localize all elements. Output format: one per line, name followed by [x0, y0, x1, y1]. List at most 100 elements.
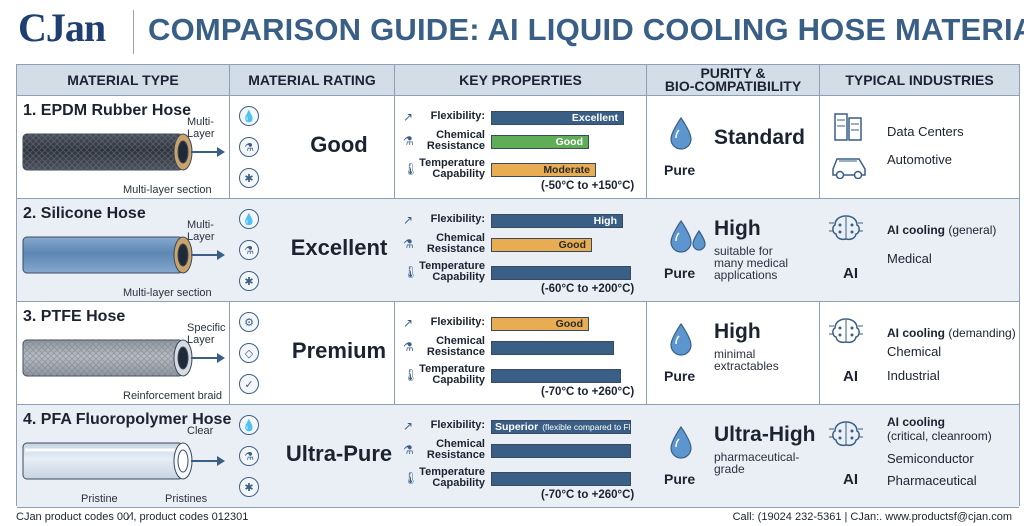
flex-bar-label: Good [555, 318, 583, 330]
industry-item-bold: AI cooling [887, 223, 945, 237]
material-name: 3. PTFE Hose [23, 308, 126, 325]
shield-icon: ✓ [239, 374, 259, 394]
hose-caption: Multi-layer section [123, 287, 212, 299]
temperature-label-line1: Temperature [419, 466, 485, 478]
chemical-icon: ⚗ [403, 134, 414, 148]
temperature-capability-label: Temperature Capability [395, 261, 485, 283]
chemical-resistance-label: Chemical Resistance [395, 336, 485, 358]
flask-icon: ⚗ [239, 240, 259, 260]
flex-bar-label: Superior [495, 421, 539, 433]
pure-label: Pure [664, 265, 696, 281]
temperature-label-line1: Temperature [419, 157, 485, 169]
industry-item-qualifier: (demanding) [948, 326, 1016, 340]
chemical-icon: ⚗ [403, 237, 414, 251]
chemical-icon: ⚗ [403, 443, 414, 457]
industry-item-qualifier: (critical, cleanroom) [887, 429, 992, 443]
industry-item: Semiconductor [887, 451, 974, 466]
temp-bar [491, 369, 621, 383]
col-header-purity-line1: PURITY & [700, 65, 766, 81]
ai-label: AI [843, 265, 858, 282]
chemical-label-line2: Resistance [426, 449, 485, 461]
flexibility-label: Flexibility: [430, 213, 485, 225]
snowflake-icon: ✱ [239, 477, 259, 497]
industry-item-bold: AI cooling [887, 326, 945, 340]
chemical-resistance-label: Chemical Resistance [395, 439, 485, 461]
callout-label: Clear [187, 425, 214, 437]
hose-caption: Reinforcement braid [123, 390, 223, 402]
col-header-properties: KEY PROPERTIES [459, 71, 582, 88]
industry-item: Chemical [887, 344, 942, 359]
callout-label: Multi- [187, 219, 214, 231]
flexibility-icon: ↗ [403, 316, 414, 330]
flexibility-label: Flexibility: [430, 419, 485, 431]
col-header-rating: MATERIAL RATING [248, 71, 376, 88]
thermometer-icon: 🌡 [403, 162, 419, 176]
chemical-icon: ⚗ [403, 340, 414, 354]
flask-icon: ⚗ [239, 446, 259, 466]
purity-level: Standard [714, 126, 806, 149]
purity-note: suitable for [714, 244, 773, 258]
chemical-label-line1: Chemical [436, 129, 485, 141]
hose-illustration [22, 133, 225, 171]
purity-note: grade [714, 462, 745, 476]
industry-item: Medical [887, 251, 932, 266]
industry-item: Data Centers [887, 124, 964, 139]
ai-brain-icon [829, 419, 863, 454]
material-name: 2. Silicone Hose [23, 205, 146, 222]
material-rating: Premium [291, 338, 387, 363]
flexibility-label: Flexibility: [430, 316, 485, 328]
temperature-range: (-70°C to +260°C) [541, 386, 635, 398]
purity-note: applications [714, 268, 778, 282]
callout-label: Layer [187, 231, 215, 243]
chemical-label-line1: Chemical [436, 438, 485, 450]
comparison-table: MATERIAL TYPE MATERIAL RATING KEY PROPER… [16, 64, 1020, 508]
drop-icon: 💧 [239, 209, 259, 229]
callout-label: Layer [187, 334, 215, 346]
flexibility-icon: ↗ [403, 213, 414, 227]
server-rack-icon [833, 112, 865, 147]
snowflake-icon: ✱ [239, 168, 259, 188]
hose-figure [21, 435, 226, 495]
footer-left: CJan product codes 00⁄l, product codes 0… [16, 511, 249, 523]
chemical-label-line2: Resistance [426, 140, 485, 152]
callout-label: Layer [187, 128, 215, 140]
temp-bar-label: Moderate [543, 164, 590, 176]
flexibility-label: Flexibility: [430, 110, 485, 122]
page-title: COMPARISON GUIDE: AI LIQUID COOLING HOSE… [148, 12, 1024, 47]
diamond-icon: ◇ [239, 343, 259, 363]
ai-brain-icon [829, 316, 863, 351]
hose-figure [21, 126, 226, 186]
col-header-purity-line2: BIO-COMPATIBILITY [664, 78, 802, 94]
table-row: 4. PFA Fluoropolymer Hose Clear Pristine P… [17, 405, 1019, 508]
hose-caption: Multi-layer section [123, 184, 212, 196]
temperature-label-line1: Temperature [419, 363, 485, 375]
chem-bar: Good [491, 238, 592, 252]
water-drop-icon [670, 425, 692, 459]
ai-label: AI [843, 368, 858, 385]
chem-bar-label: Good [555, 136, 583, 148]
material-rating: Good [310, 132, 368, 157]
temp-bar [491, 266, 631, 280]
snowflake-icon: ✱ [239, 271, 259, 291]
material-rating: Ultra-Pure [285, 441, 393, 466]
hose-figure [21, 332, 226, 392]
brand-logo: CJan [18, 5, 106, 50]
purity-level: High [714, 217, 761, 240]
pure-label: Pure [664, 471, 696, 487]
purity-note: pharmaceutical- [714, 450, 800, 464]
chem-bar [491, 444, 631, 458]
chemical-label-line1: Chemical [436, 232, 485, 244]
hose-caption: Pristine [81, 493, 118, 505]
thermometer-icon: 🌡 [403, 471, 419, 485]
drop-icon: 💧 [239, 415, 259, 435]
temperature-range: (-70°C to +260°C) [541, 489, 635, 501]
flex-bar: High [491, 214, 623, 228]
water-drop-icon [670, 322, 692, 356]
flexibility-icon: ↗ [403, 110, 414, 124]
material-rating: Excellent [290, 235, 388, 260]
chemical-resistance-label: Chemical Resistance [395, 130, 485, 152]
chemical-label-line1: Chemical [436, 335, 485, 347]
temperature-range: (-60°C to +200°C) [541, 283, 635, 295]
page-header: CJan COMPARISON GUIDE: AI LIQUID COOLING… [0, 0, 1024, 62]
water-drop-icon [670, 219, 706, 253]
